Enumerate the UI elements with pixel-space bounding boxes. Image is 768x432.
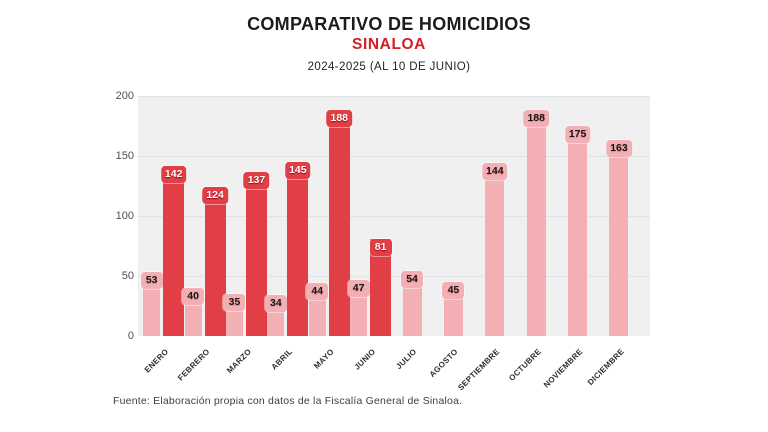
month-group: 45	[433, 96, 474, 336]
x-axis-label: MARZO	[224, 347, 253, 376]
value-label: 163	[606, 140, 632, 158]
plot-area: 53 142 40 124 35 137 34 145 44 188 47 81 54 45 144 188 1…	[138, 96, 650, 336]
bar-2024: 34	[264, 295, 287, 336]
gridline	[138, 276, 650, 277]
month-group: 188	[516, 96, 557, 336]
value-label: 137	[243, 171, 270, 189]
y-axis-tick: 100	[115, 210, 134, 222]
value-label: 175	[564, 126, 591, 143]
x-axis: ENERO FEBRERO MARZO ABRIL MAYO JUNIO JULIO AGOS…	[138, 341, 650, 403]
bar-2025: 145	[285, 162, 311, 336]
x-axis-label: DICIEMBRE	[585, 347, 626, 388]
value-label: 142	[160, 165, 187, 183]
y-axis-tick: 200	[115, 90, 134, 102]
month-group: 35 137	[223, 96, 270, 336]
value-label: 54	[401, 271, 424, 289]
gridline	[138, 156, 650, 157]
value-label: 44	[306, 283, 329, 301]
bar-2024: 188	[523, 110, 549, 336]
month-group: 44 188	[306, 96, 353, 336]
x-axis-label: FEBRERO	[175, 347, 212, 383]
x-axis-label: OCTUBRE	[506, 347, 543, 383]
gridline	[138, 216, 650, 217]
bar-2024: 47	[347, 279, 370, 336]
value-label: 53	[140, 272, 163, 290]
bar-groups: 53 142 40 124 35 137 34 145 44 188 47 81 54 45 144 188 1…	[138, 96, 650, 336]
month-group: 34 145	[264, 96, 311, 336]
bar-2025: 124	[202, 187, 228, 336]
x-axis-label: ENERO	[142, 347, 171, 375]
bar-2024: 45	[442, 282, 465, 336]
y-axis: 0 50 100 150 200	[0, 90, 134, 342]
value-label: 145	[285, 162, 311, 179]
value-label: 188	[523, 110, 549, 128]
month-group: 54	[391, 96, 432, 336]
y-axis-tick: 150	[115, 150, 134, 162]
bar-2024: 144	[482, 163, 508, 336]
chart-title: COMPARATIVO DE HOMICIDIOS	[247, 14, 531, 34]
value-label: 47	[347, 279, 370, 297]
bar-2024: 175	[564, 126, 591, 336]
bar-2024: 44	[306, 283, 329, 336]
x-axis-label: MAYO	[312, 347, 336, 371]
chart-region-accent: SINALOA	[352, 36, 426, 53]
y-axis-tick: 50	[121, 270, 134, 282]
value-label: 40	[182, 288, 205, 305]
x-axis-label: JUNIO	[352, 347, 378, 372]
gridline	[138, 96, 650, 97]
x-axis-label: SEPTIEMBRE	[456, 347, 502, 393]
bar-2024: 53	[140, 272, 163, 336]
chart-header: COMPARATIVO DE HOMICIDIOS SINALOA 2024-2…	[10, 14, 768, 73]
value-label: 35	[223, 294, 246, 311]
month-group: 175	[557, 96, 598, 336]
bar-2024: 40	[182, 288, 205, 336]
value-label: 45	[442, 282, 465, 299]
source-note: Fuente: Elaboración propia con datos de …	[113, 395, 463, 407]
bar-2024: 35	[223, 294, 246, 336]
value-label: 144	[482, 163, 508, 181]
x-axis-label: JULIO	[394, 347, 419, 372]
month-group: 40 124	[182, 96, 228, 336]
chart-period-subtitle: 2024-2025 (AL 10 DE JUNIO)	[307, 61, 471, 73]
value-label: 34	[264, 295, 287, 313]
value-label: 188	[326, 110, 353, 128]
bar-2025: 188	[326, 110, 353, 336]
bar-2025: 81	[369, 238, 392, 336]
bar-2024: 54	[401, 271, 424, 336]
month-group: 53 142	[140, 96, 187, 336]
bar-2025: 142	[160, 165, 187, 336]
y-axis-tick: 0	[127, 330, 134, 342]
value-label: 124	[202, 187, 228, 205]
bar-2025: 137	[243, 171, 270, 336]
month-group: 47 81	[347, 96, 392, 336]
x-axis-label: ABRIL	[269, 347, 295, 372]
month-group: 144	[474, 96, 515, 336]
x-axis-label: AGOSTO	[427, 347, 460, 380]
month-group: 163	[598, 96, 639, 336]
bar-2024: 163	[606, 140, 632, 336]
value-label: 81	[369, 238, 392, 256]
x-axis-label: NOVIEMBRE	[541, 347, 585, 390]
